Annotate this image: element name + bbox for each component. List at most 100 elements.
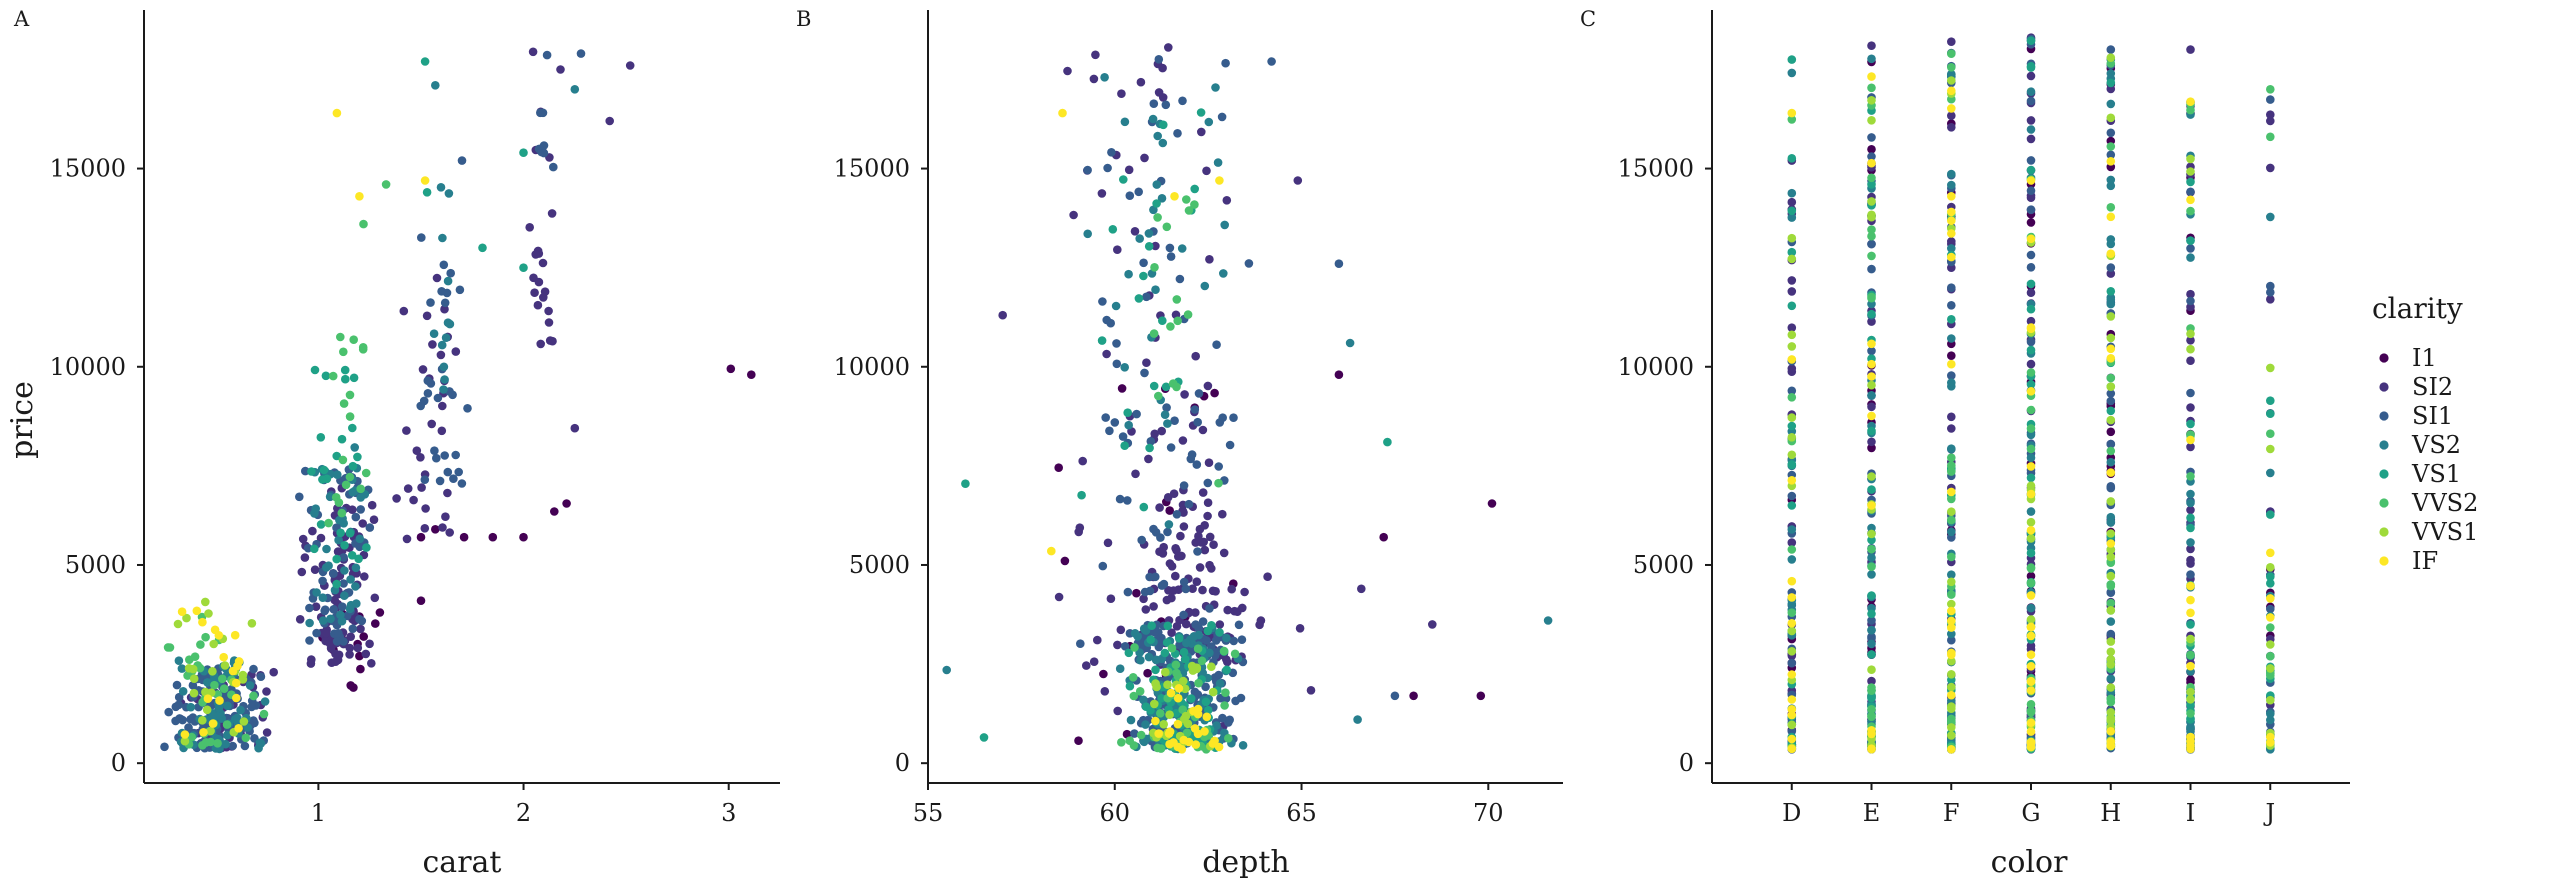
data-point	[202, 705, 212, 715]
data-point	[351, 563, 361, 573]
data-point	[1150, 699, 1159, 709]
data-point	[1149, 99, 1159, 108]
data-point	[1947, 552, 1956, 562]
data-point	[2266, 132, 2275, 142]
data-point	[348, 624, 358, 633]
data-point	[1148, 114, 1158, 124]
data-point	[416, 401, 426, 411]
data-point	[2026, 489, 2036, 499]
data-point	[2266, 709, 2275, 719]
data-point	[1202, 636, 1211, 645]
data-point	[1787, 254, 1797, 264]
data-point	[2106, 617, 2116, 626]
data-point	[188, 664, 198, 674]
data-point	[2266, 288, 2275, 297]
x-axis-title-a: carat	[423, 845, 502, 880]
data-point	[2186, 695, 2195, 704]
data-point	[1787, 108, 1797, 118]
data-point	[2026, 615, 2036, 624]
data-point	[1125, 191, 1135, 200]
data-point	[2106, 415, 2116, 425]
data-point	[214, 631, 224, 640]
data-point	[1947, 731, 1956, 740]
data-point	[1186, 694, 1196, 703]
data-point	[316, 433, 326, 442]
data-point	[519, 263, 528, 273]
data-point	[2106, 674, 2116, 683]
data-point	[1153, 131, 1162, 141]
data-point	[1166, 252, 1176, 261]
data-point	[2186, 419, 2195, 429]
data-point	[402, 534, 412, 544]
data-point	[1179, 735, 1189, 745]
data-point	[1193, 709, 1203, 719]
data-point	[2266, 613, 2275, 622]
data-point	[2026, 517, 2036, 527]
data-point	[2106, 295, 2116, 305]
data-point	[2026, 727, 2036, 736]
data-point	[1124, 648, 1134, 658]
data-point	[548, 336, 557, 346]
data-point	[2266, 695, 2275, 705]
data-point	[256, 672, 266, 681]
data-point	[1867, 293, 1876, 303]
data-point	[1118, 432, 1128, 441]
data-point	[204, 609, 213, 618]
data-point	[1163, 621, 1173, 631]
data-point	[2106, 181, 2116, 191]
data-point	[2186, 97, 2195, 106]
data-point	[2106, 694, 2116, 704]
data-point	[1157, 426, 1166, 436]
data-point	[1153, 213, 1162, 222]
data-point	[2266, 715, 2275, 725]
data-point	[1112, 339, 1121, 348]
data-point	[2026, 662, 2036, 671]
data-point	[318, 576, 327, 586]
data-point	[1123, 496, 1132, 505]
data-point	[570, 423, 580, 433]
data-point	[1787, 206, 1797, 216]
data-point	[2186, 236, 2195, 245]
data-point	[1120, 363, 1129, 372]
data-point	[2106, 637, 2116, 646]
data-point	[1161, 667, 1170, 677]
data-point	[2026, 234, 2036, 244]
data-point	[297, 567, 307, 577]
data-point	[2106, 249, 2116, 258]
data-point	[533, 300, 543, 310]
data-point	[259, 709, 269, 719]
data-point	[1867, 553, 1876, 562]
data-point	[348, 461, 358, 471]
data-point	[1787, 576, 1797, 586]
data-point	[2106, 78, 2116, 88]
x-tick-label: J	[2262, 799, 2275, 827]
data-point	[1867, 158, 1876, 168]
data-point	[2026, 279, 2036, 289]
data-point	[310, 544, 319, 554]
data-point	[2106, 99, 2116, 109]
data-point	[2026, 116, 2036, 125]
data-point	[438, 523, 447, 532]
data-point	[2266, 468, 2275, 478]
data-point	[1787, 233, 1797, 243]
data-point	[1194, 624, 1204, 633]
data-point	[1193, 729, 1203, 739]
data-point	[2106, 344, 2116, 354]
data-point	[2266, 163, 2275, 173]
data-point	[1097, 336, 1107, 345]
data-point	[192, 606, 202, 616]
data-point	[1152, 199, 1161, 208]
data-point	[2106, 571, 2116, 581]
data-point	[233, 713, 242, 723]
data-point	[356, 624, 365, 634]
data-point	[1218, 713, 1227, 723]
data-point	[439, 362, 449, 372]
data-point	[2026, 316, 2036, 326]
data-point	[1102, 349, 1111, 359]
data-point	[1120, 117, 1130, 127]
data-point	[349, 373, 359, 383]
y-tick-label: 5000	[849, 551, 910, 579]
data-point	[2106, 483, 2116, 493]
data-point	[201, 738, 211, 747]
data-point	[332, 637, 342, 646]
